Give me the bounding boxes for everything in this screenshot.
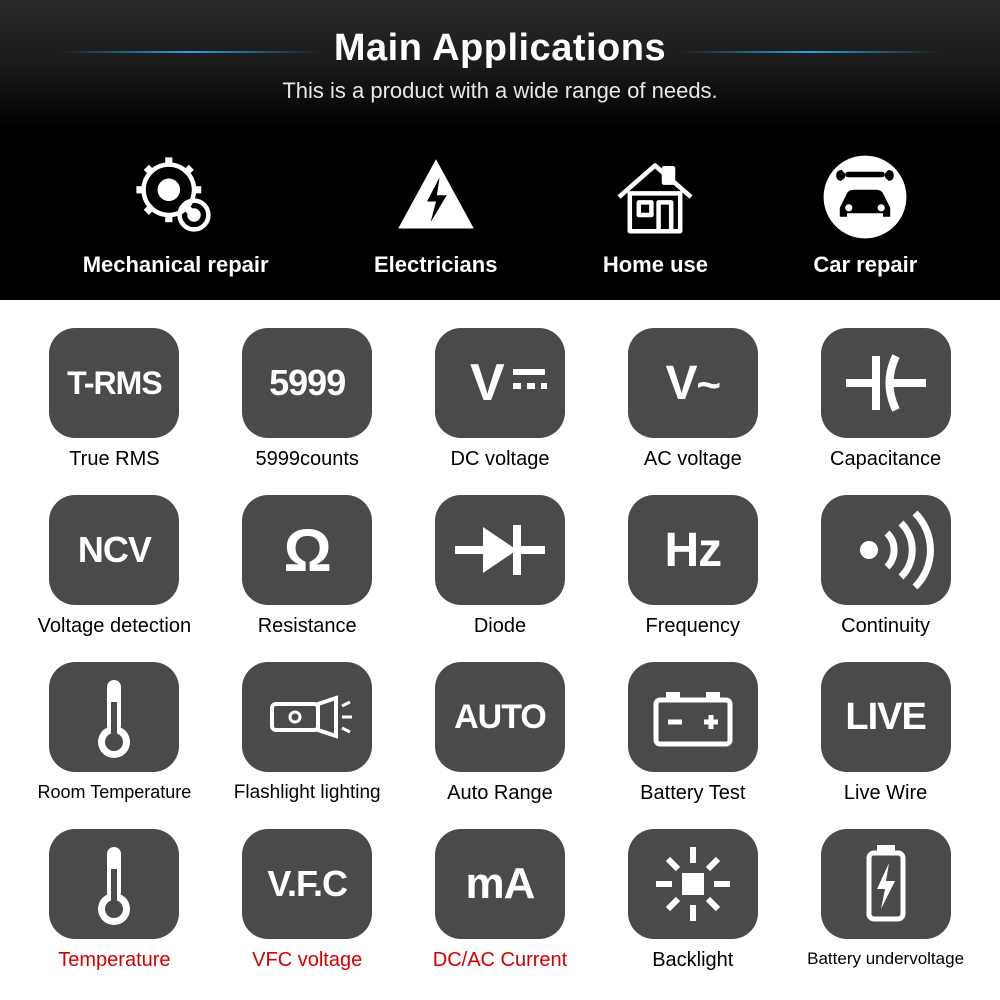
accent-line-right bbox=[680, 51, 940, 53]
continuity-icon bbox=[821, 495, 951, 605]
feature-dc-ac-current: mA DC/AC Current bbox=[416, 829, 585, 972]
feature-battery-test: Battery Test bbox=[608, 662, 777, 805]
feature-true-rms: T-RMS True RMS bbox=[30, 328, 199, 471]
feature-dc-voltage: V DC voltage bbox=[416, 328, 585, 471]
feature-ac-voltage: V~ AC voltage bbox=[608, 328, 777, 471]
live-icon: LIVE bbox=[821, 662, 951, 772]
house-icon bbox=[610, 152, 700, 242]
feature-grid: T-RMS True RMS 5999 5999counts V DC volt… bbox=[0, 300, 1000, 982]
header: Main Applications This is a product with… bbox=[0, 0, 1000, 130]
feature-label: Battery Test bbox=[640, 782, 745, 805]
feature-label: Diode bbox=[474, 615, 526, 638]
feature-temperature: Temperature bbox=[30, 829, 199, 972]
thermometer-icon bbox=[49, 662, 179, 772]
page-subtitle: This is a product with a wide range of n… bbox=[282, 78, 717, 104]
feature-label: 5999counts bbox=[255, 448, 358, 471]
feature-label: DC voltage bbox=[451, 448, 550, 471]
feature-diode: Diode bbox=[416, 495, 585, 638]
app-mechanical-repair: Mechanical repair bbox=[83, 152, 269, 278]
car-wrench-icon bbox=[820, 152, 910, 242]
battery-low-icon bbox=[821, 829, 951, 939]
app-electricians: Electricians bbox=[374, 152, 498, 278]
feature-label: Flashlight lighting bbox=[234, 782, 381, 804]
bolt-triangle-icon bbox=[391, 152, 481, 242]
counts-icon: 5999 bbox=[242, 328, 372, 438]
feature-label: Frequency bbox=[646, 615, 741, 638]
backlight-icon bbox=[628, 829, 758, 939]
feature-frequency: Hz Frequency bbox=[608, 495, 777, 638]
vac-icon: V~ bbox=[628, 328, 758, 438]
feature-label: VFC voltage bbox=[252, 949, 362, 972]
hz-icon: Hz bbox=[628, 495, 758, 605]
feature-room-temperature: Room Temperature bbox=[30, 662, 199, 805]
feature-flashlight: Flashlight lighting bbox=[223, 662, 392, 805]
feature-label: Voltage detection bbox=[38, 615, 191, 638]
feature-label: AC voltage bbox=[644, 448, 742, 471]
trms-icon: T-RMS bbox=[49, 328, 179, 438]
feature-5999-counts: 5999 5999counts bbox=[223, 328, 392, 471]
vfc-icon: V.F.C bbox=[242, 829, 372, 939]
app-home-use: Home use bbox=[603, 152, 708, 278]
flashlight-icon bbox=[242, 662, 372, 772]
feature-label: True RMS bbox=[69, 448, 159, 471]
accent-line-left bbox=[60, 51, 320, 53]
gear-icon bbox=[131, 152, 221, 242]
capacitor-icon bbox=[821, 328, 951, 438]
feature-live-wire: LIVE Live Wire bbox=[801, 662, 970, 805]
battery-test-icon bbox=[628, 662, 758, 772]
app-car-repair: Car repair bbox=[813, 152, 917, 278]
feature-backlight: Backlight bbox=[608, 829, 777, 972]
header-title-row: Main Applications bbox=[60, 27, 940, 78]
feature-vfc-voltage: V.F.C VFC voltage bbox=[223, 829, 392, 972]
feature-label: Live Wire bbox=[844, 782, 927, 805]
feature-label: Room Temperature bbox=[38, 782, 192, 803]
feature-capacitance: Capacitance bbox=[801, 328, 970, 471]
omega-icon: Ω bbox=[242, 495, 372, 605]
page-title: Main Applications bbox=[334, 27, 666, 70]
feature-label: Resistance bbox=[258, 615, 357, 638]
app-label: Mechanical repair bbox=[83, 252, 269, 278]
feature-label: Auto Range bbox=[447, 782, 553, 805]
thermometer-icon bbox=[49, 829, 179, 939]
feature-label: Capacitance bbox=[830, 448, 941, 471]
feature-label: Continuity bbox=[841, 615, 930, 638]
app-label: Home use bbox=[603, 252, 708, 278]
feature-label: Temperature bbox=[58, 949, 170, 972]
feature-label: DC/AC Current bbox=[433, 949, 567, 972]
vdc-icon: V bbox=[435, 328, 565, 438]
applications-bar: Mechanical repair Electricians Home use bbox=[0, 130, 1000, 300]
feature-auto-range: AUTO Auto Range bbox=[416, 662, 585, 805]
app-label: Car repair bbox=[813, 252, 917, 278]
svg-text:V: V bbox=[470, 354, 505, 412]
feature-battery-undervoltage: Battery undervoltage bbox=[801, 829, 970, 972]
feature-label: Backlight bbox=[652, 949, 733, 972]
ncv-icon: NCV bbox=[49, 495, 179, 605]
app-label: Electricians bbox=[374, 252, 498, 278]
ma-icon: mA bbox=[435, 829, 565, 939]
feature-continuity: Continuity bbox=[801, 495, 970, 638]
diode-icon bbox=[435, 495, 565, 605]
feature-resistance: Ω Resistance bbox=[223, 495, 392, 638]
feature-ncv: NCV Voltage detection bbox=[30, 495, 199, 638]
auto-icon: AUTO bbox=[435, 662, 565, 772]
feature-label: Battery undervoltage bbox=[807, 949, 964, 969]
